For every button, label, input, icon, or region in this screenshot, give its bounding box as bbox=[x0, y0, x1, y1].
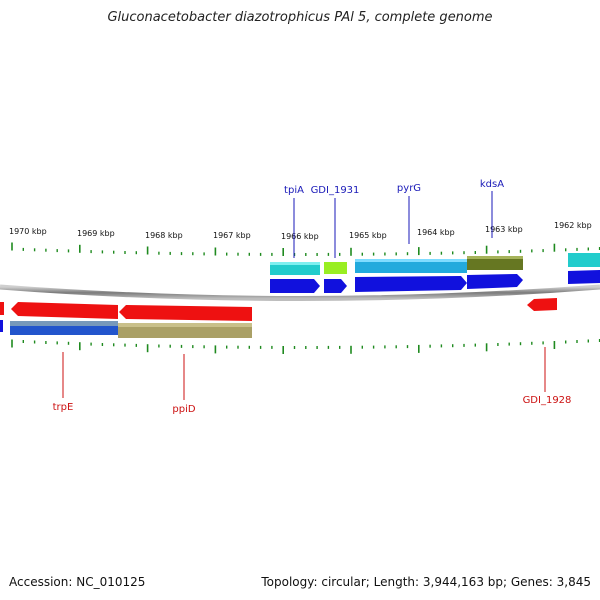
gene-label-ppiD[interactable]: ppiD bbox=[172, 404, 195, 415]
gene-label-GDI_1931[interactable]: GDI_1931 bbox=[311, 185, 360, 196]
cog-bar-highlight bbox=[10, 321, 118, 326]
gene-arrow-trpE[interactable] bbox=[11, 302, 118, 319]
cog-bar-left-edge bbox=[0, 320, 3, 332]
gene-arrow-right-edge bbox=[568, 270, 600, 284]
cog-bar-tpiA[interactable] bbox=[270, 262, 320, 275]
cog-bar-highlight bbox=[355, 259, 467, 262]
gene-arrow-ppiD[interactable] bbox=[119, 305, 252, 321]
gene-label-kdsA[interactable]: kdsA bbox=[480, 179, 504, 190]
kbp-label: 1969 kbp bbox=[77, 229, 115, 238]
cog-bar-highlight bbox=[467, 256, 523, 259]
gene-arrow-GDI_1928[interactable] bbox=[527, 298, 557, 311]
gene-label-GDI_1928[interactable]: GDI_1928 bbox=[523, 395, 572, 406]
bottom-gene-labels: trpE ppiD GDI_1928 bbox=[53, 347, 572, 415]
gene-arrow-left-edge bbox=[0, 302, 4, 315]
kbp-label: 1968 kbp bbox=[145, 231, 183, 240]
cog-bar-pyrG[interactable] bbox=[355, 259, 467, 273]
top-gene-labels: tpiA GDI_1931 pyrG kdsA bbox=[284, 179, 504, 258]
cog-bar-highlight bbox=[118, 323, 252, 327]
gene-arrow-tpiA[interactable] bbox=[270, 279, 320, 293]
cog-bar-GDI_1931[interactable] bbox=[324, 262, 347, 274]
gene-arrow-pyrG[interactable] bbox=[355, 276, 467, 292]
gene-arrow-kdsA[interactable] bbox=[467, 274, 523, 289]
gene-label-trpE[interactable]: trpE bbox=[53, 402, 74, 413]
tick-row-top bbox=[11, 242, 600, 256]
kbp-label: 1970 kbp bbox=[9, 227, 47, 236]
kbp-label: 1964 kbp bbox=[417, 228, 455, 237]
genome-backbone bbox=[0, 284, 600, 301]
gene-arrow-GDI_1931[interactable] bbox=[324, 279, 347, 293]
kbp-scale: 1970 kbp 1969 kbp 1968 kbp 1967 kbp 1966… bbox=[9, 221, 592, 241]
page-title: Gluconacetobacter diazotrophicus PAl 5, … bbox=[107, 10, 493, 25]
gene-label-tpiA[interactable]: tpiA bbox=[284, 185, 304, 196]
accession-label: Accession: NC_010125 bbox=[9, 575, 146, 589]
tick-row-bottom bbox=[11, 339, 600, 354]
cog-bar-kdsA[interactable] bbox=[467, 256, 523, 270]
bottom-cog-bars bbox=[0, 320, 252, 338]
top-cog-bars bbox=[270, 253, 600, 275]
kbp-label: 1962 kbp bbox=[554, 221, 592, 230]
kbp-label: 1963 kbp bbox=[485, 225, 523, 234]
kbp-label: 1966 kbp bbox=[281, 232, 319, 241]
kbp-label: 1967 kbp bbox=[213, 231, 251, 240]
cog-bar-highlight bbox=[270, 262, 320, 265]
gene-label-pyrG[interactable]: pyrG bbox=[397, 183, 421, 194]
kbp-label: 1965 kbp bbox=[349, 231, 387, 240]
genome-info-label: Topology: circular; Length: 3,944,163 bp… bbox=[261, 575, 591, 589]
top-gene-arrows bbox=[270, 270, 600, 293]
bottom-gene-arrows bbox=[0, 298, 557, 321]
cog-bar-right-edge bbox=[568, 253, 600, 267]
